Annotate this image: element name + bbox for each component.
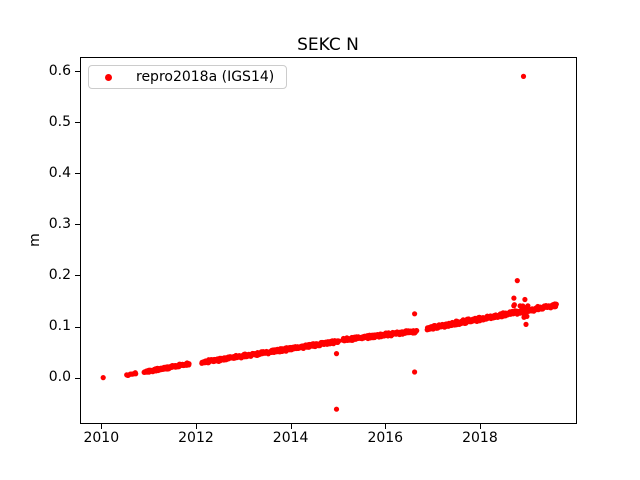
data-point (510, 309, 516, 315)
y-tick-label: 0.1 (48, 318, 71, 335)
data-point (525, 303, 531, 309)
x-tick-label: 2012 (178, 430, 214, 446)
data-point (520, 306, 526, 312)
legend-label: repro2018a (IGS14) (136, 69, 275, 85)
legend: repro2018a (IGS14) (88, 65, 288, 89)
data-point (336, 338, 342, 344)
chart-title: SEKC N (297, 35, 359, 55)
data-point (333, 406, 340, 412)
data-point (522, 296, 528, 303)
legend-marker-icon (105, 73, 112, 81)
data-point (100, 375, 106, 381)
data-point (514, 311, 520, 317)
x-tick-label: 2016 (367, 430, 404, 446)
y-tick-label: 0.2 (48, 266, 71, 283)
data-point (412, 311, 418, 317)
data-point (514, 278, 520, 284)
data-point (511, 302, 517, 308)
x-tick-label: 2010 (83, 430, 120, 446)
y-tick-label: 0.4 (48, 164, 71, 181)
data-point (511, 295, 517, 301)
data-point (186, 361, 192, 367)
y-tick-label: 0.0 (48, 369, 71, 386)
data-point (523, 321, 529, 327)
y-tick-label: 0.6 (48, 62, 71, 79)
data-point (133, 371, 139, 377)
scatter-points (100, 73, 559, 412)
data-point (520, 73, 527, 79)
y-tick-label: 0.5 (48, 113, 71, 130)
x-tick-label: 2018 (462, 430, 498, 446)
data-point (523, 311, 529, 317)
data-point (553, 301, 559, 307)
y-tick-label: 0.3 (48, 215, 71, 232)
data-point (412, 369, 418, 375)
plot-area (80, 57, 577, 424)
data-point (333, 351, 340, 357)
x-tick-label: 2014 (272, 430, 309, 446)
data-point (414, 328, 420, 334)
